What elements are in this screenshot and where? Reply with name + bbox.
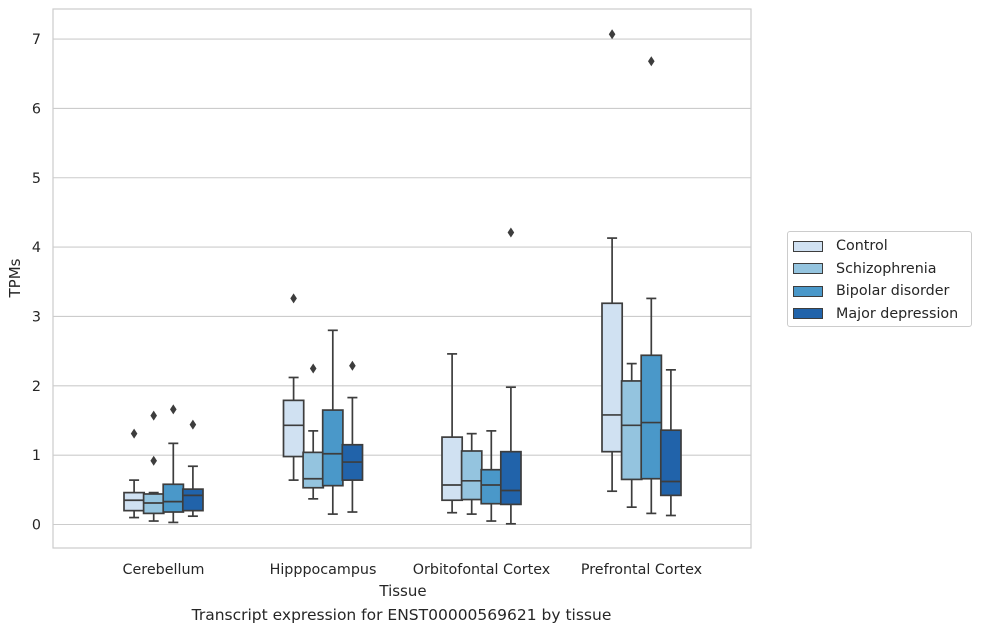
- x-tick-label-1: Cerebellum: [123, 562, 205, 578]
- box-iqr: [460, 450, 483, 501]
- box-iqr: [321, 409, 344, 487]
- x-axis-ticks: Cerebellum Hipppocampus Orbitofontal Corte…: [123, 562, 703, 578]
- legend-swatch-control: [793, 240, 823, 252]
- box-bipolar-disorder-2: [321, 329, 344, 515]
- grid-lines: [53, 38, 751, 526]
- y-axis-label: TPMs: [6, 258, 24, 298]
- box-schizophrenia-2: [302, 363, 325, 500]
- box-iqr: [302, 451, 325, 489]
- outlier-point: [150, 410, 157, 421]
- outlier-point: [170, 404, 177, 415]
- y-tick-label-6: 6: [32, 101, 41, 117]
- box-iqr: [181, 488, 204, 512]
- box-bipolar-disorder-1: [162, 404, 185, 524]
- plot-area-frame: [52, 8, 752, 549]
- box-major-depression-4: [659, 368, 682, 517]
- box-iqr: [162, 483, 185, 513]
- legend-item-control: Control: [793, 235, 971, 258]
- y-tick-label-0: 0: [32, 518, 41, 534]
- box-bipolar-disorder-3: [480, 430, 503, 522]
- legend-label-bipolar-disorder: Bipolar disorder: [836, 283, 950, 300]
- outlier-point: [150, 455, 157, 466]
- x-tick-label-4: Prefrontal Cortex: [581, 562, 702, 578]
- legend-swatch-major-depression: [793, 308, 823, 320]
- y-tick-label-5: 5: [32, 171, 41, 187]
- box-groups: [123, 29, 682, 525]
- legend: Control Schizophrenia Bipolar disorder M…: [787, 231, 972, 327]
- box-control-4: [601, 29, 624, 493]
- outlier-point: [290, 293, 297, 304]
- x-tick-label-2: Hipppocampus: [270, 562, 377, 578]
- outlier-point: [189, 419, 197, 430]
- box-iqr: [601, 302, 624, 453]
- outlier-point: [608, 29, 616, 40]
- chart-title: Transcript expression for ENST0000056962…: [191, 606, 612, 624]
- box-iqr: [620, 380, 643, 481]
- box-iqr: [499, 450, 522, 506]
- outlier-point: [349, 360, 356, 371]
- box-control-3: [441, 353, 464, 514]
- box-bipolar-disorder-4: [640, 56, 663, 515]
- box-iqr: [123, 491, 146, 512]
- box-iqr: [659, 429, 682, 497]
- box-iqr: [480, 468, 503, 505]
- box-major-depression-2: [341, 360, 364, 513]
- box-major-depression-1: [181, 419, 204, 518]
- box-iqr: [640, 354, 663, 480]
- legend-label-control: Control: [836, 238, 888, 255]
- legend-swatch-schizophrenia: [793, 263, 823, 275]
- x-tick-label-3: Orbitofontal Cortex: [413, 562, 550, 578]
- box-schizophrenia-1: [142, 410, 165, 522]
- legend-item-major-depression: Major depression: [793, 303, 971, 326]
- box-iqr: [441, 436, 464, 502]
- box-control-2: [282, 293, 305, 481]
- outlier-point: [507, 227, 515, 238]
- y-axis-ticks: 0 1 2 3 4 5 6 7: [32, 32, 41, 533]
- y-tick-label-1: 1: [32, 448, 41, 464]
- outlier-point: [130, 428, 138, 439]
- y-tick-label-4: 4: [32, 240, 41, 256]
- legend-label-schizophrenia: Schizophrenia: [836, 260, 937, 277]
- x-axis-label: Tissue: [378, 582, 426, 600]
- legend-swatch-bipolar-disorder: [793, 285, 823, 297]
- box-control-1: [123, 428, 146, 519]
- y-tick-label-7: 7: [32, 32, 41, 48]
- legend-item-schizophrenia: Schizophrenia: [793, 258, 971, 281]
- box-schizophrenia-3: [460, 432, 483, 515]
- box-schizophrenia-4: [620, 362, 643, 509]
- y-tick-label-2: 2: [32, 379, 41, 395]
- box-iqr: [282, 399, 305, 458]
- y-tick-label-3: 3: [32, 309, 41, 325]
- outlier-point: [648, 56, 655, 67]
- outlier-point: [309, 363, 317, 374]
- box-major-depression-3: [499, 227, 522, 525]
- legend-item-bipolar-disorder: Bipolar disorder: [793, 280, 971, 303]
- legend-label-major-depression: Major depression: [836, 305, 959, 322]
